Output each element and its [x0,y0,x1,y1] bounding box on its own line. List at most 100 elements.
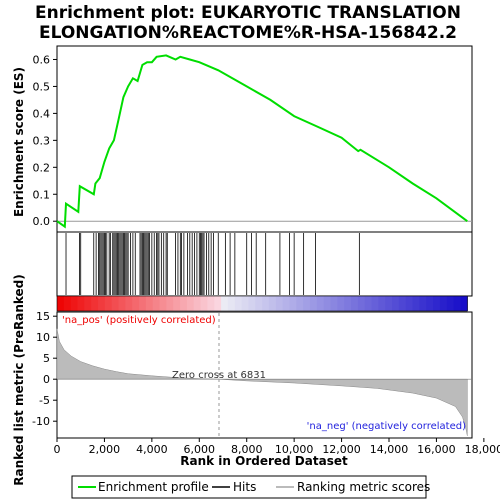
x-tick-label: 6,000 [184,443,216,456]
x-tick-label: 4,000 [136,443,168,456]
x-tick-label: 18,000 [465,443,500,456]
rank-bar-segment [166,296,174,311]
rank-bar-segment [309,296,318,311]
chart-title-line2: ELONGATION%REACTOME%R-HSA-156842.2 [39,23,457,43]
legend-box [71,475,427,499]
rank-bar-segment [248,296,256,311]
rank-bar-segment [193,296,202,311]
x-tick-label: 14,000 [370,443,409,456]
rank-bar-segment [159,296,168,311]
rank-bar-segment [426,296,434,311]
x-axis-label: Rank in Ordered Dataset [180,454,348,468]
x-tick-label: 12,000 [322,443,361,456]
rank-color-bar [56,295,468,312]
rank-bar-segment [145,296,154,311]
rank-bar-segment [351,296,359,311]
rank-bar-segment [371,296,379,311]
metric-y-axis-label: Ranked list metric (PreRanked) [12,274,26,486]
chart-title-line1: Enrichment plot: EUKARYOTIC TRANSLATION [35,3,461,23]
es-y-tick-label: 0.4 [33,107,51,120]
x-tick-label: 2,000 [89,443,121,456]
rank-bar-segment [323,296,332,311]
rank-bar-segment [262,296,270,311]
rank-bar-segment [446,296,455,311]
legend-label-metric: Ranking metric scores [297,480,430,494]
es-y-tick-label: 0.3 [33,134,51,147]
metric-y-tick-label: 0 [43,373,50,386]
rank-bar-segment [385,296,393,311]
rank-bar-segment [412,296,420,311]
rank-bar-segment [152,296,161,311]
rank-bar-segment [344,296,352,311]
rank-bar-segment [104,296,113,311]
rank-bar-segment [180,296,188,311]
rank-bar-segment [186,296,195,311]
rank-bar-segment [63,296,72,311]
rank-bar-segment [296,296,304,311]
metric-y-tick-label: -5 [39,394,50,407]
rank-bar-segment [364,296,373,311]
x-tick-label: 10,000 [275,443,314,456]
zero-cross-label: Zero cross at 6831 [172,370,266,381]
rank-bar-outline [56,295,468,312]
rank-bar-segment [433,296,441,311]
rank-bar-segment [227,296,236,311]
rank-bar-segment [439,296,448,311]
es-y-tick-label: 0.2 [33,161,51,174]
rank-bar-segment [200,296,209,311]
x-tick-label: 16,000 [417,443,456,456]
es-y-tick-label: 0.6 [33,53,51,66]
rank-bar-segment [125,296,133,311]
x-tick-label: 0 [54,443,61,456]
rank-bar-segment [398,296,407,311]
rank-bar-segment [132,296,140,311]
rank-bar-segment [139,296,147,311]
rank-bar-segment [98,296,106,311]
rank-bar-segment [70,296,79,311]
rank-bar-segment [460,296,468,311]
es-y-axis-label: Enrichment score (ES) [12,67,26,217]
es-panel-frame [56,45,473,233]
ranking-metric-area [56,328,468,436]
metric-y-tick-label: 10 [36,331,50,344]
rank-bar-segment [255,296,263,311]
rank-bar-segment [234,296,243,311]
es-y-ticks: 0.0 0.1 0.2 0.3 0.4 0.5 0.6 [33,53,57,228]
rank-bar-segment [405,296,414,311]
es-y-tick-label: 0.5 [33,80,51,93]
enrichment-profile-line [56,54,468,229]
rank-bar-segment [173,296,181,311]
rank-bar-segment [453,296,462,311]
rank-bar-segment [221,296,229,311]
legend-label-enrichment: Enrichment profile [98,480,209,494]
x-axis-ticks: 0 2,000 4,000 6,000 8,000 10,000 12,000 14,000 1… [54,438,500,456]
rank-bar-segment [268,296,277,311]
rank-bar-segment [282,296,291,311]
rank-bar-segment [316,296,325,311]
metric-y-tick-label: 5 [43,352,50,365]
rank-bar-segment [57,296,65,311]
neg-corr-label: 'na_neg' (negatively correlated) [307,421,466,432]
rank-bar-segment [392,296,400,311]
hits-panel-frame [56,231,473,297]
legend-label-hits: Hits [233,480,256,494]
rank-bar-segment [91,296,99,311]
pos-corr-label: 'na_pos' (positively correlated) [62,315,216,326]
rank-bar-segment [207,296,215,311]
rank-bar-segment [241,296,250,311]
rank-bar-segment [289,296,297,311]
hits-group [65,233,360,295]
rank-bar-segment [357,296,366,311]
x-tick-label: 8,000 [231,443,263,456]
metric-y-ticks: 15 10 5 0 -5 -10 [32,310,57,428]
rank-bar-segment [214,296,222,311]
rank-bar-segment [378,296,386,311]
rank-bar-segment [303,296,311,311]
es-y-tick-label: 0.0 [33,215,51,228]
rank-bar-segment [111,296,120,311]
rank-bar-segment [275,296,284,311]
metric-y-tick-label: -10 [32,415,50,428]
rank-bar-segment [330,296,338,311]
rank-bar-segment [118,296,126,311]
rank-bar-segment [77,296,85,311]
